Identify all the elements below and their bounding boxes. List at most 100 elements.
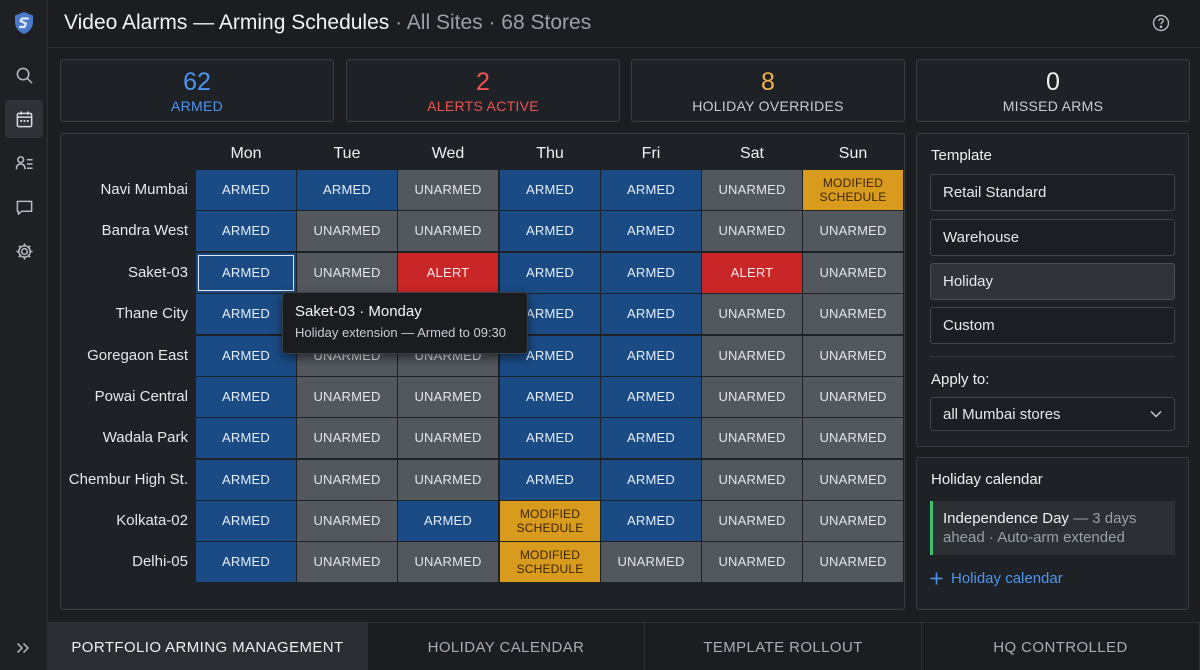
schedule-cell[interactable]: ARMED: [601, 170, 701, 210]
cell-status: UNARMED: [819, 513, 887, 528]
cell-status: ARMED: [627, 430, 675, 445]
schedule-cell[interactable]: ARMED: [196, 294, 296, 334]
schedule-cell[interactable]: MODIFIED SCHEDULE: [803, 170, 903, 210]
nav-messages-button[interactable]: [5, 188, 43, 226]
schedule-cell[interactable]: UNARMED: [702, 418, 802, 458]
schedule-cell[interactable]: UNARMED: [297, 211, 397, 251]
add-holiday-link[interactable]: Holiday calendar: [930, 570, 1063, 587]
schedule-cell[interactable]: ARMED: [196, 211, 296, 251]
bottom-tab[interactable]: HOLIDAY CALENDAR: [368, 623, 645, 670]
nav-search-button[interactable]: [5, 56, 43, 94]
schedule-cell[interactable]: UNARMED: [803, 418, 903, 458]
page-header: Video Alarms — Arming Schedules · All Si…: [48, 0, 1200, 48]
schedule-cell[interactable]: UNARMED: [297, 418, 397, 458]
schedule-cell[interactable]: ARMED: [601, 211, 701, 251]
schedule-cell[interactable]: UNARMED: [803, 211, 903, 251]
schedule-cell[interactable]: ALERT: [398, 253, 498, 293]
schedule-cell[interactable]: ALERT: [702, 253, 802, 293]
cell-status: ARMED: [222, 472, 270, 487]
schedule-cell[interactable]: ARMED: [601, 253, 701, 293]
stat-value: 2: [476, 68, 490, 96]
schedule-cell[interactable]: ARMED: [196, 460, 296, 500]
apply-to-select[interactable]: all Mumbai stores: [930, 397, 1175, 431]
schedule-cell[interactable]: ARMED: [196, 170, 296, 210]
stat-card: 2 ALERTS ACTIVE: [346, 59, 620, 122]
nav-users-button[interactable]: [5, 144, 43, 182]
schedule-cell[interactable]: UNARMED: [297, 501, 397, 541]
schedule-cell[interactable]: ARMED: [297, 170, 397, 210]
schedule-cell[interactable]: UNARMED: [297, 460, 397, 500]
sidebar-expand-button[interactable]: [12, 638, 34, 658]
schedule-cell[interactable]: UNARMED: [297, 542, 397, 582]
schedule-cell[interactable]: UNARMED: [297, 253, 397, 293]
schedule-cell[interactable]: UNARMED: [702, 460, 802, 500]
schedule-cell[interactable]: UNARMED: [601, 542, 701, 582]
holiday-event-card[interactable]: Independence Day — 3 days ahead · Auto-a…: [930, 501, 1175, 555]
schedule-cell[interactable]: UNARMED: [398, 418, 498, 458]
schedule-cell[interactable]: UNARMED: [803, 501, 903, 541]
day-header: Tue: [333, 145, 361, 162]
template-option[interactable]: Holiday: [930, 263, 1175, 300]
help-circle-icon[interactable]: [1152, 14, 1170, 32]
stat-value: 0: [1046, 68, 1060, 96]
schedule-cell[interactable]: UNARMED: [398, 170, 498, 210]
store-row-label: Delhi-05: [132, 553, 188, 570]
nav-settings-button[interactable]: [5, 232, 43, 270]
cell-status: ARMED: [526, 430, 574, 445]
schedule-cell[interactable]: ARMED: [196, 542, 296, 582]
bottom-tab[interactable]: TEMPLATE ROLLOUT: [645, 623, 922, 670]
schedule-cell[interactable]: ARMED: [601, 336, 701, 376]
schedule-cell[interactable]: UNARMED: [702, 294, 802, 334]
schedule-cell[interactable]: ARMED: [196, 501, 296, 541]
schedule-cell[interactable]: UNARMED: [803, 542, 903, 582]
cell-status: UNARMED: [819, 306, 887, 321]
schedule-cell[interactable]: UNARMED: [803, 460, 903, 500]
schedule-cell[interactable]: ARMED: [500, 253, 600, 293]
shield-logo-icon[interactable]: [13, 11, 35, 35]
schedule-cell[interactable]: UNARMED: [702, 377, 802, 417]
cell-status: UNARMED: [819, 348, 887, 363]
cell-status: UNARMED: [414, 554, 482, 569]
bottom-tab[interactable]: PORTFOLIO ARMING MANAGEMENT: [48, 623, 368, 670]
schedule-cell[interactable]: UNARMED: [398, 377, 498, 417]
schedule-cell[interactable]: UNARMED: [702, 501, 802, 541]
add-holiday-label: Holiday calendar: [951, 570, 1063, 587]
schedule-cell[interactable]: UNARMED: [803, 294, 903, 334]
schedule-cell[interactable]: ARMED: [601, 377, 701, 417]
schedule-cell[interactable]: UNARMED: [297, 377, 397, 417]
schedule-cell[interactable]: UNARMED: [398, 211, 498, 251]
schedule-cell[interactable]: ARMED: [500, 170, 600, 210]
schedule-cell[interactable]: ARMED: [500, 418, 600, 458]
schedule-cell[interactable]: ARMED: [601, 460, 701, 500]
schedule-cell[interactable]: ARMED: [601, 418, 701, 458]
template-option[interactable]: Retail Standard: [930, 174, 1175, 211]
schedule-cell[interactable]: UNARMED: [398, 460, 498, 500]
schedule-cell[interactable]: UNARMED: [702, 211, 802, 251]
schedule-cell[interactable]: MODIFIED SCHEDULE: [500, 501, 600, 541]
schedule-cell[interactable]: ARMED: [500, 211, 600, 251]
schedule-cell[interactable]: UNARMED: [803, 377, 903, 417]
store-row-label: Saket-03: [127, 264, 188, 281]
schedule-cell[interactable]: ARMED: [196, 253, 296, 293]
schedule-cell[interactable]: ARMED: [196, 336, 296, 376]
schedule-cell[interactable]: ARMED: [196, 418, 296, 458]
schedule-cell[interactable]: UNARMED: [803, 336, 903, 376]
schedule-cell[interactable]: MODIFIED SCHEDULE: [500, 542, 600, 582]
schedule-cell[interactable]: UNARMED: [702, 170, 802, 210]
schedule-cell[interactable]: UNARMED: [702, 542, 802, 582]
schedule-cell[interactable]: ARMED: [601, 501, 701, 541]
bottom-tab[interactable]: HQ CONTROLLED: [922, 623, 1200, 670]
nav-schedules-button[interactable]: [5, 100, 43, 138]
cell-status: ARMED: [526, 348, 574, 363]
schedule-cell[interactable]: UNARMED: [398, 542, 498, 582]
cell-status: ARMED: [222, 554, 270, 569]
schedule-cell[interactable]: UNARMED: [803, 253, 903, 293]
schedule-cell[interactable]: ARMED: [500, 377, 600, 417]
schedule-cell[interactable]: ARMED: [398, 501, 498, 541]
template-option[interactable]: Warehouse: [930, 219, 1175, 256]
schedule-cell[interactable]: ARMED: [601, 294, 701, 334]
schedule-cell[interactable]: UNARMED: [702, 336, 802, 376]
schedule-cell[interactable]: ARMED: [196, 377, 296, 417]
schedule-cell[interactable]: ARMED: [500, 460, 600, 500]
template-option[interactable]: Custom: [930, 307, 1175, 344]
